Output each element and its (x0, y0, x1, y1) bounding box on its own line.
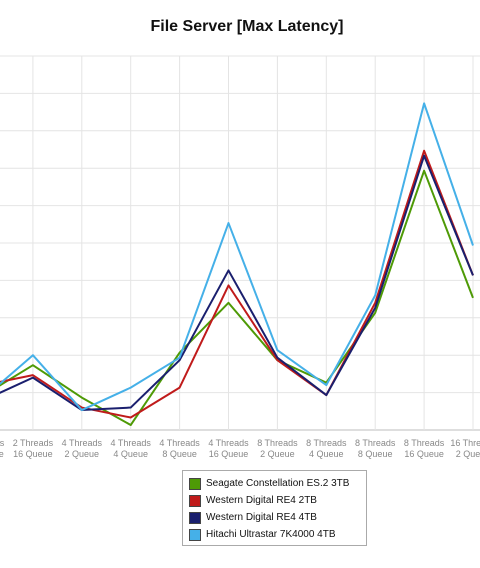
legend-swatch (189, 494, 201, 507)
x-tick-label: 2 Threads 16 Queue (13, 438, 54, 459)
x-tick-label: 8 Threads 4 Queue (306, 438, 347, 459)
gridlines (0, 55, 480, 431)
chart-title: File Server [Max Latency] (150, 18, 344, 35)
legend: Seagate Constellation ES.2 3TB Western Di… (182, 470, 367, 546)
series-lines (0, 102, 474, 427)
legend-item: Western Digital RE4 4TB (189, 509, 360, 526)
x-tick-label: 4 Threads 16 Queue (208, 438, 249, 459)
x-tick-label: 8 Threads 2 Queue (257, 438, 298, 459)
legend-label: Western Digital RE4 4TB (206, 512, 317, 523)
legend-swatch (189, 477, 201, 490)
x-tick-label: 4 Threads 4 Queue (111, 438, 152, 459)
series-line-3 (0, 154, 474, 412)
x-tick-label: 4 Threads 2 Queue (62, 438, 103, 459)
legend-label: Western Digital RE4 2TB (206, 495, 317, 506)
legend-item: Hitachi Ultrastar 7K4000 4TB (189, 526, 360, 543)
x-tick-label: 8 Threads 8 Queue (355, 438, 396, 459)
legend-label: Hitachi Ultrastar 7K4000 4TB (206, 529, 336, 540)
series-line-1 (0, 169, 474, 427)
legend-label: Seagate Constellation ES.2 3TB (206, 478, 350, 489)
x-tick-label: 8 Threads 16 Queue (404, 438, 445, 459)
legend-swatch (189, 528, 201, 541)
legend-swatch (189, 511, 201, 524)
series-line-4 (0, 102, 474, 412)
legend-item: Western Digital RE4 2TB (189, 492, 360, 509)
x-tick-label: 4 Threads 8 Queue (159, 438, 200, 459)
legend-item: Seagate Constellation ES.2 3TB (189, 475, 360, 492)
series-line-2 (0, 149, 474, 419)
